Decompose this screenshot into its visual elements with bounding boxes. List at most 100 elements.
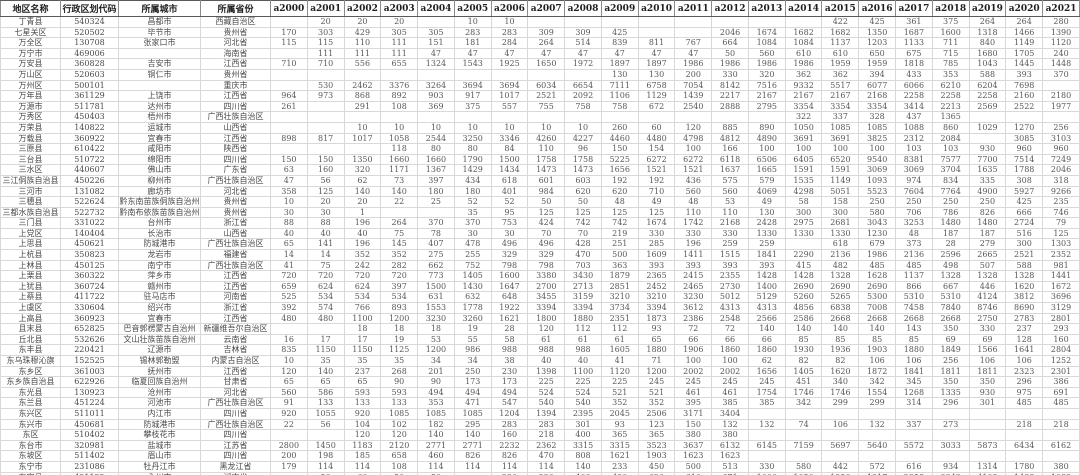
year-value-cell: 35 (343, 355, 382, 367)
year-value-cell: 1635 (968, 164, 1007, 176)
year-value-cell: 742 (600, 217, 639, 229)
year-value-cell: 380 (711, 429, 749, 441)
year-value-cell: 111 (343, 47, 382, 60)
year-value-cell: 1925 (490, 58, 529, 70)
year-value-cell: 973 (306, 90, 345, 102)
year-value-cell: 1521 (674, 164, 713, 176)
column-header: a2013 (747, 0, 786, 17)
year-value-cell: 2544 (417, 132, 455, 145)
year-value-cell: 7604 (895, 185, 933, 198)
year-value-cell: 4069 (747, 185, 786, 198)
year-value-cell: 1986 (784, 58, 823, 70)
year-value-cell: 225 (564, 376, 602, 388)
region-name-cell: 万秀区 (0, 111, 61, 123)
year-value-cell: 363 (600, 259, 639, 272)
year-value-cell: 1480 (968, 217, 1007, 229)
city-cell: 防城港市 (118, 238, 201, 251)
year-value-cell: 93 (600, 418, 639, 431)
year-value-cell: 3103 (1042, 132, 1080, 145)
year-value-cell: 50 (564, 196, 602, 208)
year-value-cell: 2730 (711, 280, 749, 293)
year-value-cell: 890 (747, 121, 786, 134)
year-value-cell: 2548 (711, 312, 749, 325)
year-value-cell: 930 (968, 386, 1007, 399)
year-value-cell: 2975 (784, 217, 823, 229)
region-name-cell: 上思县 (0, 238, 61, 251)
year-value-cell: 350 (968, 376, 1007, 388)
year-value-cell: 2428 (747, 217, 786, 229)
year-value-cell: 353 (931, 68, 970, 81)
year-value-cell: 66 (711, 333, 749, 346)
table-row: 东乡族自治县 622926 临夏回族自治州 甘肃省 65 65 65 90 90 173 173 22… (0, 376, 1080, 388)
city-cell: 佛山市 (118, 164, 201, 176)
year-value-cell (564, 68, 602, 81)
year-value-cell: 48 (895, 227, 933, 240)
year-value-cell: 82 (784, 355, 823, 367)
year-value-cell (453, 68, 492, 81)
year-value-cell: 394 (858, 68, 897, 81)
year-value-cell (527, 111, 566, 123)
year-value-cell: 2771 (453, 439, 492, 452)
table-row: 丁青县 540324 昌都市 西藏自治区 20 20 20 10 10 422 425 361 375 2… (0, 16, 1080, 28)
year-value-cell: 5517 (821, 79, 860, 92)
year-value-cell: 291 (343, 100, 382, 113)
year-value-cell (968, 132, 1007, 145)
year-value-cell: 196 (343, 217, 382, 229)
year-value-cell: 507 (968, 259, 1007, 272)
region-code-cell: 522624 (60, 196, 119, 208)
year-value-cell: 4124 (968, 291, 1007, 304)
year-value-cell: 1880 (637, 344, 676, 356)
year-value-cell: 840 (968, 37, 1007, 49)
year-value-cell: 610 (784, 47, 823, 60)
year-value-cell: 1841 (747, 249, 786, 261)
year-value-cell: 3612 (674, 302, 713, 314)
region-name-cell: 万宁市 (0, 47, 61, 60)
year-value-cell: 1553 (417, 302, 455, 314)
year-value-cell: 2415 (674, 270, 713, 282)
table-row: 东兰县 451224 河池市 广西壮族自治区 91 133 133 133 353 471 547 5… (0, 397, 1080, 409)
region-name-cell: 万载县 (0, 132, 61, 145)
year-value-cell (931, 429, 970, 441)
year-value-cell: 2258 (895, 90, 933, 102)
year-value-cell: 3812 (1005, 291, 1044, 304)
year-value-cell: 2540 (674, 100, 713, 113)
year-value-cell: 1637 (711, 164, 749, 176)
column-header: 所属城市 (118, 0, 201, 17)
year-value-cell: 395 (674, 397, 713, 409)
year-value-cell: 1705 (1005, 47, 1044, 60)
year-value-cell: 1120 (600, 365, 639, 378)
year-value-cell: 8142 (711, 79, 749, 92)
province-cell: 四川省 (200, 429, 271, 441)
year-value-cell: 710 (270, 58, 308, 70)
year-value-cell: 664 (711, 37, 749, 49)
year-value-cell: 1800 (527, 312, 566, 325)
table-row: 万荣县 140822 运城市 山西省 10 10 10 10 10 10 10 260 60 120 885… (0, 121, 1080, 134)
year-value-cell: 5225 (600, 153, 639, 166)
table-row: 上党区 140404 长治市 山西省 40 40 40 75 78 30 30 70 70 219 330 3… (0, 227, 1080, 240)
province-cell: 湖南省 (200, 471, 271, 475)
city-cell: 抚州市 (118, 365, 201, 378)
year-value-cell (270, 68, 308, 81)
year-value-cell: 1029 (968, 121, 1007, 134)
table-row: 万源市 511781 达州市 四川省 261 291 108 369 375 557 755 758 7… (0, 100, 1080, 113)
year-value-cell: 3523 (637, 439, 676, 452)
year-value-cell: 3315 (600, 439, 639, 452)
table-row: 上栗县 360322 萍乡市 江西省 720 720 720 720 773 1405 1600 33… (0, 270, 1080, 282)
year-value-cell: 65 (306, 376, 345, 388)
year-value-cell: 250 (858, 196, 897, 208)
year-value-cell: 711 (931, 37, 970, 49)
region-name-cell: 上犹县 (0, 280, 61, 293)
year-value-cell: 201 (417, 365, 455, 378)
year-value-cell: 6520 (821, 153, 860, 166)
year-value-cell: 1650 (527, 58, 566, 70)
column-header: 地区名称 (0, 0, 61, 17)
year-value-cell: 273 (931, 418, 970, 431)
year-value-cell: 2522 (1005, 100, 1044, 113)
year-value-cell: 111 (306, 47, 345, 60)
year-value-cell: 1129 (637, 90, 676, 102)
year-value-cell: 296 (931, 397, 970, 409)
year-value-cell: 100 (858, 143, 897, 155)
year-value-cell: 3691 (821, 132, 860, 145)
year-value-cell: 758 (564, 100, 602, 113)
province-cell: 西藏自治区 (200, 16, 271, 28)
